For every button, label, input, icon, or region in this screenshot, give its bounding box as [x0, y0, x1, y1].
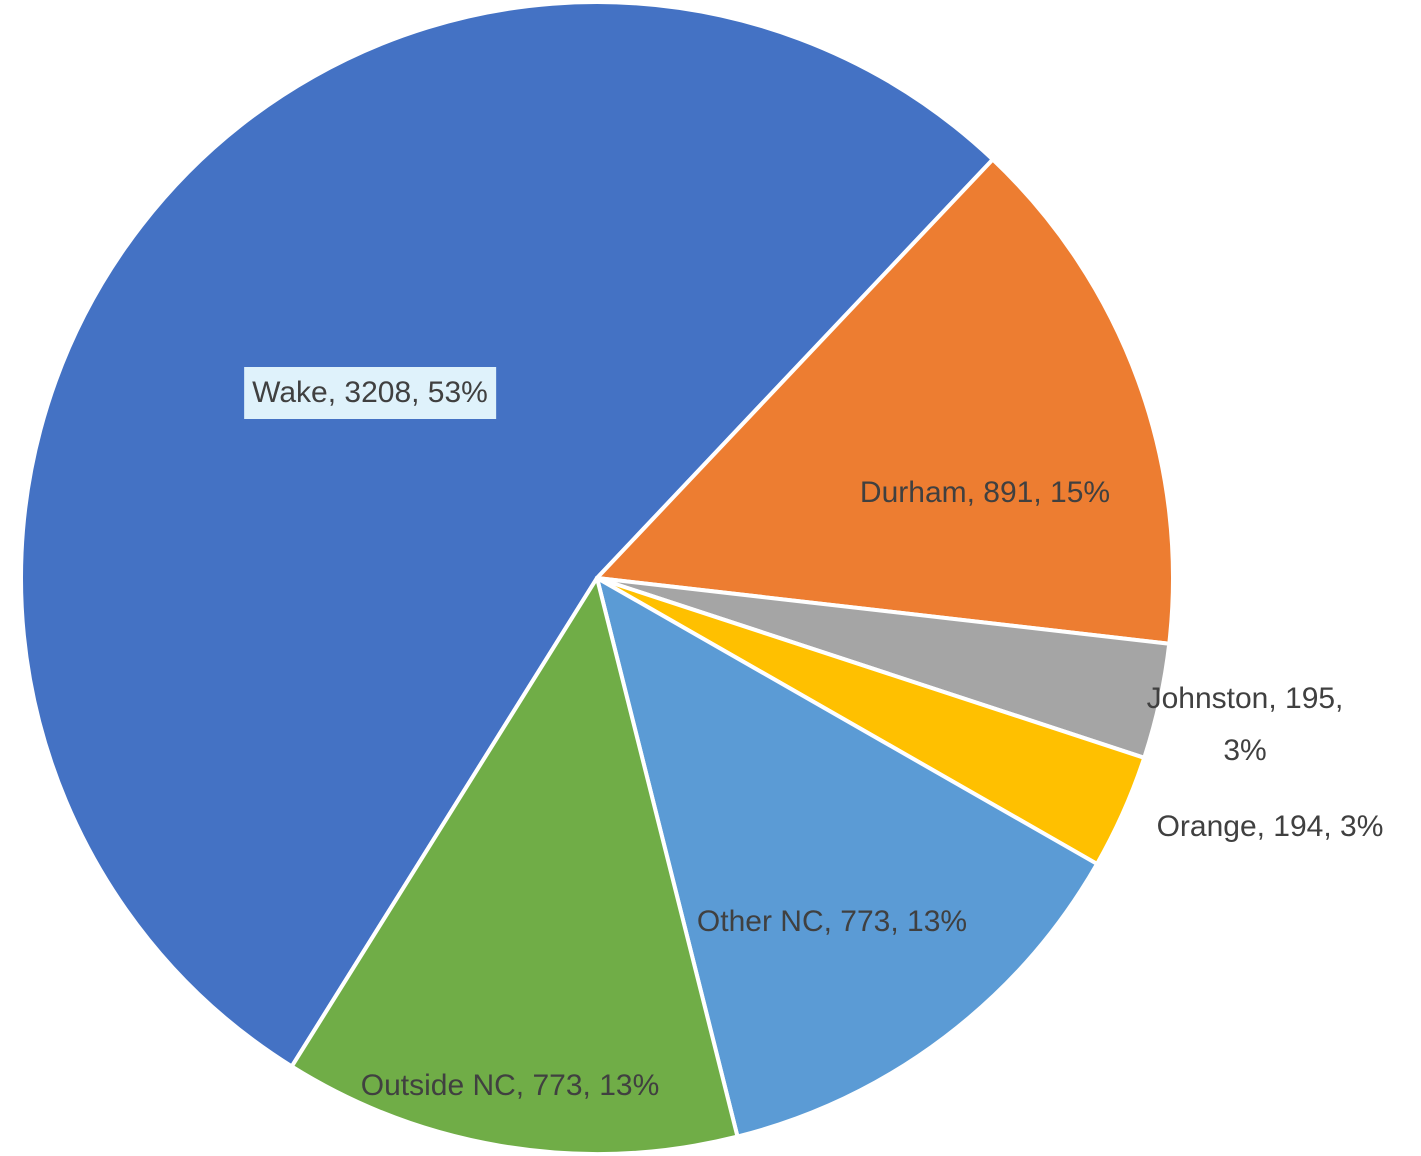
- pie-slice: [289, 576, 740, 1156]
- data-label: Orange, 194, 3%: [1156, 810, 1384, 843]
- pie-slice: [595, 576, 1100, 1139]
- data-label: Durham, 891, 15%: [859, 476, 1111, 509]
- data-label: Wake, 3208, 53%: [244, 367, 496, 419]
- pie-slice: [19, 0, 995, 1069]
- data-label: Johnston, 195, 3%: [1146, 682, 1344, 767]
- data-label: Outside NC, 773, 13%: [360, 1069, 660, 1102]
- pie-slice: [595, 157, 1175, 646]
- data-label: Other NC, 773, 13%: [696, 905, 968, 938]
